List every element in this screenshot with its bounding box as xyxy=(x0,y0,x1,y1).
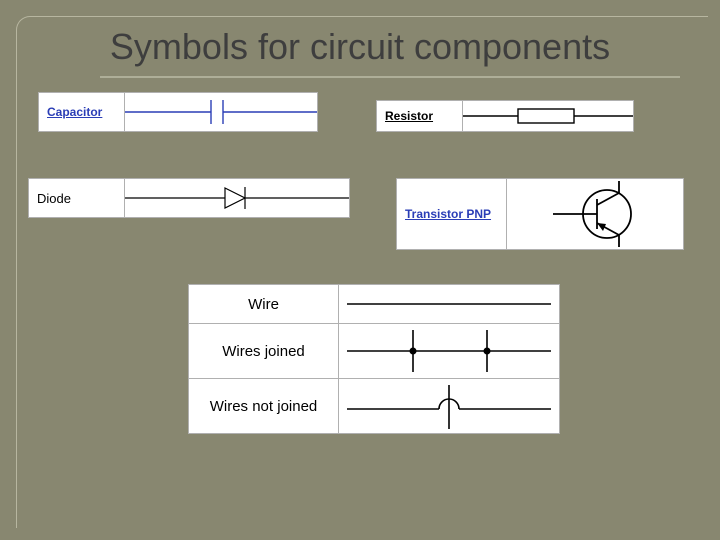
label-wires-joined: Wires joined xyxy=(189,324,339,378)
label-capacitor: Capacitor xyxy=(39,93,125,131)
wire-row-wire: Wire xyxy=(189,285,559,323)
symbol-capacitor xyxy=(125,93,317,131)
symbol-transistor-pnp xyxy=(507,179,683,249)
symbol-resistor xyxy=(463,101,633,131)
symbol-wire xyxy=(339,285,559,323)
symbol-diode xyxy=(125,179,349,217)
wire-row-not-joined: Wires not joined xyxy=(189,378,559,433)
card-capacitor: Capacitor xyxy=(38,92,318,132)
symbol-wires-not-joined xyxy=(339,379,559,433)
card-diode: Diode xyxy=(28,178,350,218)
wire-row-joined: Wires joined xyxy=(189,323,559,378)
label-diode: Diode xyxy=(29,179,125,217)
label-wire: Wire xyxy=(189,285,339,323)
title-underline xyxy=(100,76,680,78)
card-transistor-pnp: Transistor PNP xyxy=(396,178,684,250)
label-transistor-pnp: Transistor PNP xyxy=(397,179,507,249)
wire-table: Wire Wires joined Wires not joined xyxy=(188,284,560,434)
page-title: Symbols for circuit components xyxy=(0,26,720,68)
label-wires-not-joined: Wires not joined xyxy=(189,379,339,433)
symbol-wires-joined xyxy=(339,324,559,378)
label-resistor: Resistor xyxy=(377,101,463,131)
card-resistor: Resistor xyxy=(376,100,634,132)
